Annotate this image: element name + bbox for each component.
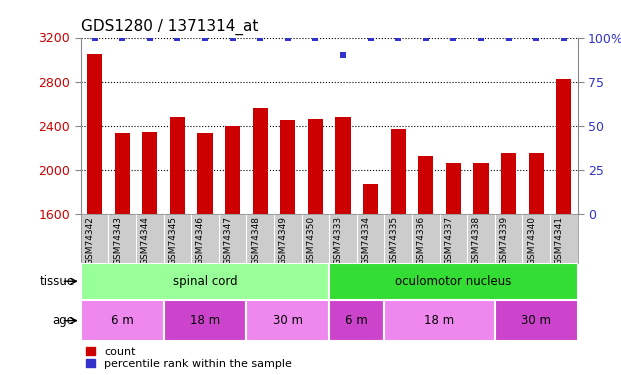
- Bar: [308, 119, 323, 214]
- Point: [283, 34, 292, 40]
- Bar: [556, 80, 571, 214]
- Point: [476, 34, 486, 40]
- Point: [366, 34, 376, 40]
- Text: GSM74348: GSM74348: [251, 216, 260, 265]
- Text: tissue: tissue: [39, 275, 75, 288]
- Text: GSM74341: GSM74341: [555, 216, 564, 265]
- Text: GSM74344: GSM74344: [141, 216, 150, 265]
- Bar: [391, 129, 406, 214]
- Bar: [335, 117, 350, 214]
- Point: [89, 34, 99, 40]
- Text: 30 m: 30 m: [521, 314, 551, 327]
- Text: 6 m: 6 m: [345, 314, 368, 327]
- Bar: [87, 54, 102, 214]
- Bar: [81, 300, 163, 341]
- Bar: [528, 153, 544, 214]
- Bar: [495, 300, 578, 341]
- Bar: [280, 120, 296, 214]
- Point: [531, 34, 541, 40]
- Text: oculomotor nucleus: oculomotor nucleus: [395, 275, 512, 288]
- Bar: [384, 300, 495, 341]
- Text: GSM74342: GSM74342: [86, 216, 94, 265]
- Bar: [142, 132, 157, 214]
- Point: [338, 52, 348, 58]
- Text: 30 m: 30 m: [273, 314, 302, 327]
- Point: [393, 34, 403, 40]
- Text: 6 m: 6 m: [111, 314, 134, 327]
- Bar: [446, 163, 461, 214]
- Bar: [329, 262, 578, 300]
- Bar: [473, 163, 489, 214]
- Bar: [247, 300, 329, 341]
- Text: GSM74339: GSM74339: [499, 216, 509, 266]
- Bar: [197, 134, 212, 214]
- Text: 18 m: 18 m: [190, 314, 220, 327]
- Text: spinal cord: spinal cord: [173, 275, 237, 288]
- Text: GSM74335: GSM74335: [389, 216, 398, 266]
- Point: [504, 34, 514, 40]
- Text: GSM74350: GSM74350: [306, 216, 315, 266]
- Bar: [81, 262, 329, 300]
- Bar: [501, 153, 516, 214]
- Text: 18 m: 18 m: [425, 314, 455, 327]
- Legend: count, percentile rank within the sample: count, percentile rank within the sample: [86, 347, 292, 369]
- Text: GDS1280 / 1371314_at: GDS1280 / 1371314_at: [81, 18, 258, 35]
- Text: GSM74337: GSM74337: [445, 216, 453, 266]
- Bar: [329, 300, 384, 341]
- Bar: [114, 134, 130, 214]
- Text: age: age: [53, 314, 75, 327]
- Text: GSM74347: GSM74347: [224, 216, 232, 265]
- Bar: [170, 117, 185, 214]
- Text: GSM74345: GSM74345: [168, 216, 178, 265]
- Text: GSM74334: GSM74334: [361, 216, 371, 265]
- Bar: [225, 126, 240, 214]
- Text: GSM74336: GSM74336: [417, 216, 426, 266]
- Text: GSM74333: GSM74333: [334, 216, 343, 266]
- Text: GSM74338: GSM74338: [472, 216, 481, 266]
- Text: GSM74349: GSM74349: [279, 216, 288, 265]
- Point: [173, 34, 183, 40]
- Point: [227, 34, 237, 40]
- Point: [310, 34, 320, 40]
- Point: [559, 34, 569, 40]
- Bar: [418, 156, 433, 214]
- Bar: [363, 184, 378, 214]
- Bar: [253, 108, 268, 214]
- Point: [448, 34, 458, 40]
- Text: GSM74346: GSM74346: [196, 216, 205, 265]
- Point: [145, 34, 155, 40]
- Point: [200, 34, 210, 40]
- Point: [117, 34, 127, 40]
- Text: GSM74340: GSM74340: [527, 216, 536, 265]
- Text: GSM74343: GSM74343: [113, 216, 122, 265]
- Point: [421, 34, 431, 40]
- Bar: [163, 300, 247, 341]
- Point: [255, 34, 265, 40]
